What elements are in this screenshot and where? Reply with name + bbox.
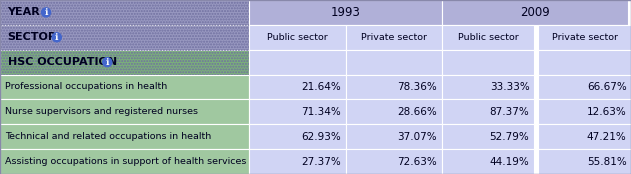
Bar: [0, 0, 249, 25]
Text: 21.64%: 21.64%: [301, 82, 341, 92]
Text: 44.19%: 44.19%: [490, 157, 529, 167]
Text: 37.07%: 37.07%: [397, 132, 437, 142]
Bar: [538, 50, 631, 75]
Bar: [249, 25, 346, 50]
Text: 66.67%: 66.67%: [587, 82, 627, 92]
Text: 62.93%: 62.93%: [301, 132, 341, 142]
Text: Technical and related occupations in health: Technical and related occupations in hea…: [5, 132, 211, 141]
Bar: [346, 25, 442, 50]
Bar: [346, 124, 442, 149]
Bar: [442, 75, 534, 99]
Bar: [249, 99, 346, 124]
Bar: [249, 50, 346, 75]
Bar: [538, 99, 631, 124]
Text: 72.63%: 72.63%: [397, 157, 437, 167]
Bar: [442, 0, 628, 25]
Bar: [538, 75, 631, 99]
Text: 2009: 2009: [520, 6, 550, 19]
Bar: [0, 0, 249, 25]
Bar: [0, 50, 249, 75]
Text: Assisting occupations in support of health services: Assisting occupations in support of heal…: [5, 157, 247, 166]
Bar: [442, 99, 534, 124]
Text: 52.79%: 52.79%: [490, 132, 529, 142]
Bar: [442, 25, 534, 50]
Text: Public sector: Public sector: [267, 33, 328, 42]
Text: 78.36%: 78.36%: [397, 82, 437, 92]
Bar: [0, 75, 249, 99]
Bar: [538, 149, 631, 174]
Bar: [538, 124, 631, 149]
Bar: [0, 149, 249, 174]
Bar: [346, 99, 442, 124]
Text: Private sector: Private sector: [552, 33, 618, 42]
Bar: [346, 50, 442, 75]
Text: 71.34%: 71.34%: [301, 107, 341, 117]
Bar: [0, 50, 249, 75]
Text: SECTOR: SECTOR: [8, 32, 57, 42]
Bar: [0, 25, 249, 50]
Bar: [249, 75, 346, 99]
Bar: [442, 124, 534, 149]
Text: 33.33%: 33.33%: [490, 82, 529, 92]
Text: Private sector: Private sector: [361, 33, 427, 42]
Bar: [249, 0, 442, 25]
Text: Nurse supervisors and registered nurses: Nurse supervisors and registered nurses: [5, 107, 198, 116]
Text: ℹ: ℹ: [55, 33, 59, 42]
Text: ℹ: ℹ: [105, 58, 109, 67]
Bar: [0, 99, 249, 124]
Text: HSC OCCUPATION: HSC OCCUPATION: [8, 57, 117, 67]
Text: 1993: 1993: [331, 6, 360, 19]
Text: Professional occupations in health: Professional occupations in health: [5, 82, 167, 92]
Text: 47.21%: 47.21%: [587, 132, 627, 142]
Bar: [249, 124, 346, 149]
Text: 27.37%: 27.37%: [301, 157, 341, 167]
Bar: [0, 124, 249, 149]
Bar: [0, 25, 249, 50]
Text: ℹ: ℹ: [44, 8, 48, 17]
Bar: [346, 75, 442, 99]
Text: Public sector: Public sector: [457, 33, 519, 42]
Bar: [538, 25, 631, 50]
Text: YEAR: YEAR: [8, 7, 40, 17]
Bar: [442, 50, 534, 75]
Text: 55.81%: 55.81%: [587, 157, 627, 167]
Text: 28.66%: 28.66%: [397, 107, 437, 117]
Bar: [249, 149, 346, 174]
Bar: [442, 149, 534, 174]
Text: 87.37%: 87.37%: [490, 107, 529, 117]
Text: 12.63%: 12.63%: [587, 107, 627, 117]
Bar: [346, 149, 442, 174]
